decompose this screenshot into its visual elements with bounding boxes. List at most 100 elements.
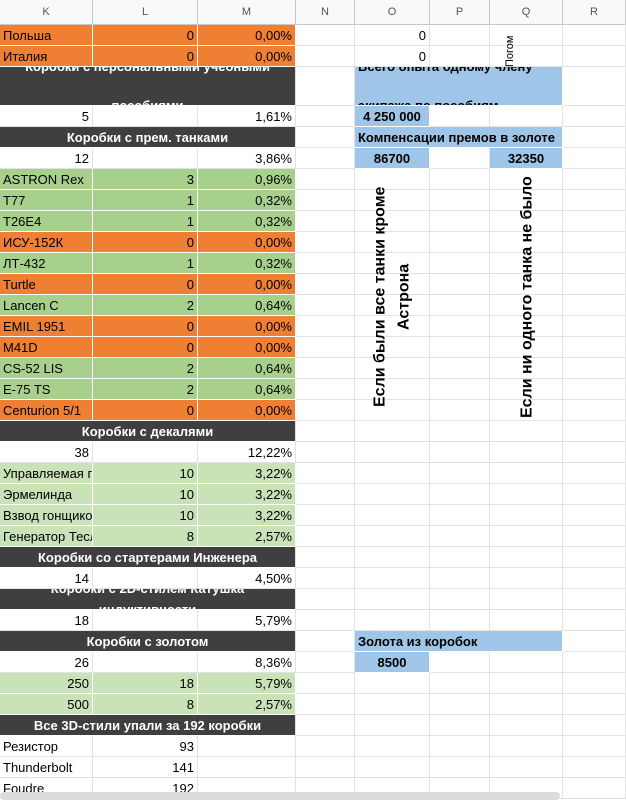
cell[interactable] — [296, 232, 355, 253]
cell[interactable]: Все 3D-стили упали за 192 коробки — [0, 715, 296, 736]
cell[interactable] — [296, 379, 355, 400]
cell[interactable] — [430, 316, 490, 337]
cell[interactable] — [296, 589, 355, 610]
cell[interactable] — [563, 148, 626, 169]
cell[interactable]: 1 — [93, 253, 198, 274]
cell[interactable]: 2 — [93, 358, 198, 379]
cell[interactable] — [355, 379, 430, 400]
cell[interactable] — [296, 421, 355, 442]
cell[interactable]: Коробки с прем. танками — [0, 127, 296, 148]
cell[interactable]: 4,50% — [198, 568, 296, 589]
cell[interactable]: 18 — [93, 673, 198, 694]
cell[interactable]: E-75 TS — [0, 379, 93, 400]
cell[interactable] — [563, 547, 626, 568]
cell[interactable]: Коробки с золотом — [0, 631, 296, 652]
cell[interactable] — [563, 190, 626, 211]
cell[interactable] — [430, 421, 490, 442]
cell[interactable]: Thunderbolt — [0, 757, 93, 778]
cell[interactable] — [490, 568, 563, 589]
cell[interactable] — [296, 547, 355, 568]
column-header[interactable]: M — [198, 0, 296, 25]
scrollbar[interactable] — [0, 792, 560, 800]
cell[interactable] — [296, 631, 355, 652]
cell[interactable] — [430, 400, 490, 421]
cell[interactable] — [296, 274, 355, 295]
cell[interactable] — [296, 253, 355, 274]
cell[interactable] — [430, 484, 490, 505]
cell[interactable] — [355, 316, 430, 337]
cell[interactable] — [563, 673, 626, 694]
cell[interactable] — [563, 526, 626, 547]
cell[interactable] — [430, 694, 490, 715]
cell[interactable]: 0,32% — [198, 253, 296, 274]
cell[interactable] — [296, 484, 355, 505]
cell[interactable] — [430, 232, 490, 253]
column-header[interactable]: K — [0, 0, 93, 25]
cell[interactable] — [296, 610, 355, 631]
cell[interactable]: 8,36% — [198, 652, 296, 673]
cell[interactable] — [490, 25, 563, 46]
cell[interactable] — [430, 253, 490, 274]
cell[interactable] — [198, 757, 296, 778]
cell[interactable]: Резистор — [0, 736, 93, 757]
cell[interactable] — [355, 715, 430, 736]
cell[interactable] — [490, 589, 563, 610]
cell[interactable] — [563, 736, 626, 757]
cell[interactable]: ЛТ-432 — [0, 253, 93, 274]
cell[interactable] — [490, 274, 563, 295]
cell[interactable]: Компенсации премов в золоте — [355, 127, 563, 148]
cell[interactable] — [490, 463, 563, 484]
cell[interactable] — [563, 463, 626, 484]
cell[interactable] — [355, 421, 430, 442]
cell[interactable]: 0,00% — [198, 46, 296, 67]
cell[interactable] — [355, 610, 430, 631]
cell[interactable]: 500 — [0, 694, 93, 715]
cell[interactable]: 5,79% — [198, 610, 296, 631]
cell[interactable] — [296, 106, 355, 127]
cell[interactable] — [490, 736, 563, 757]
cell[interactable] — [430, 547, 490, 568]
cell[interactable] — [563, 211, 626, 232]
cell[interactable] — [430, 568, 490, 589]
column-header[interactable]: L — [93, 0, 198, 25]
cell[interactable]: 0 — [93, 274, 198, 295]
cell[interactable]: 8500 — [355, 652, 430, 673]
cell[interactable] — [563, 232, 626, 253]
cell[interactable]: 0 — [93, 316, 198, 337]
cell[interactable]: 1 — [93, 211, 198, 232]
cell[interactable] — [563, 25, 626, 46]
cell[interactable] — [93, 148, 198, 169]
cell[interactable] — [355, 400, 430, 421]
cell[interactable] — [296, 400, 355, 421]
cell[interactable]: 0,32% — [198, 190, 296, 211]
cell[interactable] — [296, 25, 355, 46]
column-header[interactable]: Q — [490, 0, 563, 25]
cell[interactable] — [430, 274, 490, 295]
column-header[interactable]: P — [430, 0, 490, 25]
cell[interactable] — [490, 652, 563, 673]
cell[interactable]: Взвод гонщиков — [0, 505, 93, 526]
cell[interactable] — [355, 673, 430, 694]
cell[interactable]: M41D — [0, 337, 93, 358]
cell[interactable]: ИСУ-152К — [0, 232, 93, 253]
cell[interactable]: 3,86% — [198, 148, 296, 169]
cell[interactable] — [563, 46, 626, 67]
cell[interactable] — [563, 694, 626, 715]
cell[interactable]: 1,61% — [198, 106, 296, 127]
cell[interactable] — [355, 589, 430, 610]
cell[interactable] — [355, 505, 430, 526]
cell[interactable]: 38 — [0, 442, 93, 463]
cell[interactable] — [296, 67, 355, 106]
cell[interactable] — [490, 400, 563, 421]
cell[interactable]: Управляемая г — [0, 463, 93, 484]
cell[interactable]: Генератор Тесла — [0, 526, 93, 547]
cell[interactable] — [430, 442, 490, 463]
cell[interactable]: 0,00% — [198, 316, 296, 337]
cell[interactable] — [430, 337, 490, 358]
cell[interactable] — [563, 253, 626, 274]
cell[interactable] — [490, 610, 563, 631]
cell[interactable]: 0,32% — [198, 211, 296, 232]
cell[interactable]: 10 — [93, 463, 198, 484]
cell[interactable]: Коробки со стартерами Инженера — [0, 547, 296, 568]
cell[interactable]: 0 — [355, 46, 430, 67]
